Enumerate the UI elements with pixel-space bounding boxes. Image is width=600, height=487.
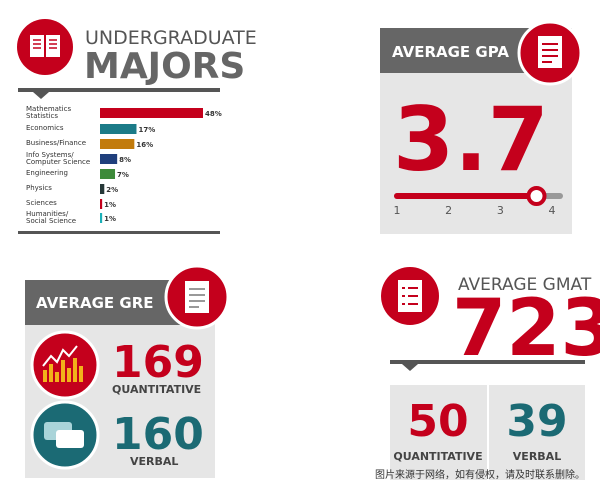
value-label: 7% <box>117 171 129 179</box>
gpa-header <box>380 28 540 73</box>
doc <box>185 281 209 313</box>
divider <box>390 360 585 364</box>
category-label: Physics <box>26 184 52 192</box>
gre-verbal-value: 160 <box>112 409 204 460</box>
pointer <box>402 364 418 371</box>
gre-quant-label: QUANTITATIVE <box>112 383 201 396</box>
doc-lines <box>189 288 205 308</box>
category-label: Sciences <box>26 199 57 207</box>
value-label: 8% <box>119 156 131 164</box>
divider <box>18 88 220 92</box>
gpa-title: AVERAGE GPA <box>392 43 509 61</box>
category-label: Economics <box>26 124 64 132</box>
bars-icon <box>43 358 83 382</box>
majors-icon <box>17 19 73 75</box>
slider-tick-label: 1 <box>394 204 401 217</box>
bar <box>100 199 103 209</box>
value-label: 1% <box>104 215 116 223</box>
category-label: Engineering <box>26 169 68 177</box>
pointer <box>33 92 49 99</box>
bar <box>100 213 103 223</box>
bubble <box>56 430 84 448</box>
gmat-verbal-value: 39 <box>506 396 567 447</box>
gpa-value: 3.7 <box>393 88 549 191</box>
category-label: Humanities/ Social Science <box>26 209 77 225</box>
category-label: Info Systems/ Computer Science <box>26 150 91 166</box>
gre-header <box>25 280 185 325</box>
watermark: 图片来源于网络，如有侵权，请及时联系删除。 <box>375 468 585 481</box>
category-label: Business/Finance <box>26 139 87 147</box>
bar <box>100 139 135 149</box>
book-lines <box>33 39 57 49</box>
slider-tick-label: 2 <box>445 204 452 217</box>
bar <box>100 184 105 194</box>
divider <box>18 231 220 234</box>
slider-tick-label: 3 <box>497 204 504 217</box>
gre-title: AVERAGE GRE <box>36 294 154 312</box>
gmat-value: 723 <box>452 284 600 374</box>
value-label: 48% <box>205 110 222 118</box>
majors-title: MAJORS <box>84 46 245 87</box>
clipboard-lines <box>402 287 418 305</box>
majors-title-top: UNDERGRADUATE <box>85 27 257 49</box>
value-label: 2% <box>106 186 118 194</box>
value-label: 1% <box>104 201 116 209</box>
slider-knob <box>526 186 547 206</box>
book-page <box>46 35 60 57</box>
bar <box>100 154 118 164</box>
value-label: 17% <box>138 126 155 134</box>
trend-icon <box>42 345 78 367</box>
category-label: Mathematics Statistics <box>26 104 72 120</box>
gmat-quant-box <box>390 385 487 480</box>
gmat-verbal-label: VERBAL <box>513 450 561 463</box>
slider-tick-label: 4 <box>549 204 556 217</box>
book-page <box>30 35 44 57</box>
gre-verbal-label: VERBAL <box>130 455 178 468</box>
gre-quant-value: 169 <box>112 337 204 388</box>
doc <box>538 36 562 68</box>
bar <box>100 124 137 134</box>
gmat-verbal-box <box>489 385 585 480</box>
value-label: 16% <box>136 141 153 149</box>
gmat-quant-label: QUANTITATIVE <box>393 450 482 463</box>
bar <box>100 169 116 179</box>
gmat-quant-value: 50 <box>407 396 468 447</box>
doc-lines <box>542 43 558 63</box>
gmat-title: AVERAGE GMAT <box>458 275 592 295</box>
bar <box>100 108 203 118</box>
